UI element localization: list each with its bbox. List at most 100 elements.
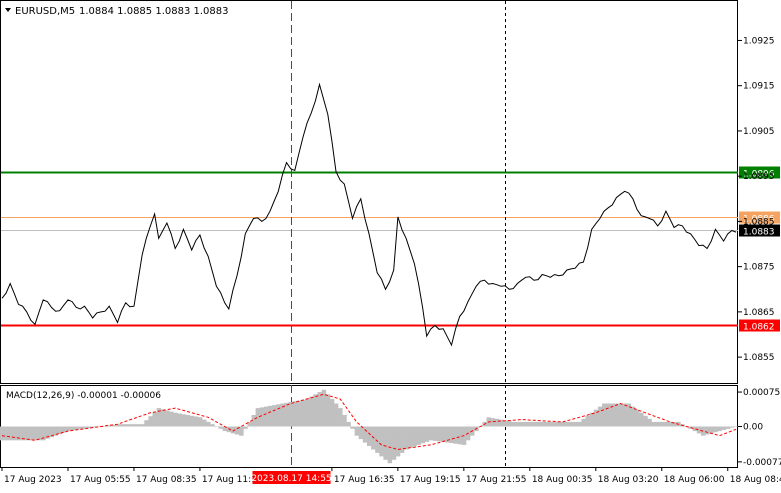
macd-histogram-bar bbox=[597, 406, 603, 427]
macd-histogram-bar bbox=[160, 409, 166, 427]
macd-signal-line bbox=[1, 393, 737, 451]
macd-histogram-bar bbox=[325, 394, 331, 427]
macd-histogram-bar bbox=[445, 426, 450, 443]
macd-histogram-bar bbox=[511, 421, 516, 427]
macd-axis: 0.00075 0.00 -0.00077 bbox=[738, 388, 781, 468]
macd-histogram-bar bbox=[647, 418, 652, 427]
symbol-label: EURUSD,M5 bbox=[15, 6, 75, 17]
macd-histogram-bar bbox=[362, 426, 368, 443]
macd-histogram-bar bbox=[602, 403, 607, 427]
macd-histogram-bar bbox=[350, 426, 355, 429]
macd-histogram-bar bbox=[729, 426, 735, 428]
time-axis-label: 17 Aug 2023 bbox=[4, 475, 62, 485]
level-price-label: 1.0886 bbox=[743, 215, 775, 225]
macd-histogram-bar bbox=[717, 426, 722, 432]
macd-histogram-bar bbox=[606, 403, 611, 427]
time-axis[interactable]: 17 Aug 2023 17 Aug 05:55 17 Aug 08:35 17 Au… bbox=[1, 467, 781, 485]
macd-histogram-bar bbox=[589, 412, 595, 427]
macd-histogram-bar bbox=[354, 426, 360, 436]
macd-histogram-bar bbox=[218, 426, 223, 429]
price-axis-label: 1.0905 bbox=[743, 127, 775, 137]
dropdown-triangle-icon[interactable] bbox=[5, 8, 11, 12]
macd-histogram-bar bbox=[569, 421, 574, 427]
price-axis-label: 1.0865 bbox=[743, 308, 775, 318]
macd-histogram-bar bbox=[321, 389, 327, 427]
macd-histogram-bar bbox=[173, 412, 178, 427]
macd-histogram-bar bbox=[428, 426, 434, 441]
time-axis-label: 17 Aug 08:35 bbox=[136, 475, 197, 485]
macd-histogram-bar bbox=[663, 421, 669, 427]
macd-histogram-bar bbox=[494, 418, 500, 427]
macd-histogram-bar bbox=[202, 419, 207, 427]
macd-histogram-bar bbox=[90, 426, 96, 428]
macd-histogram-bar bbox=[490, 418, 496, 427]
macd-histogram-bar bbox=[301, 399, 306, 427]
time-axis-label: 18 Aug 06:00 bbox=[664, 475, 725, 485]
macd-histogram-bar bbox=[61, 426, 67, 433]
macd-histogram-bar bbox=[210, 424, 215, 427]
macd-histogram-bar bbox=[107, 425, 112, 427]
price-axis[interactable]: 1.0925 1.0915 1.0905 1.0895 1.0885 1.0875 1.08… bbox=[738, 36, 775, 363]
macd-histogram-bar bbox=[140, 424, 145, 427]
macd-histogram-bar bbox=[222, 426, 228, 432]
vertical-lines[interactable] bbox=[291, 1, 506, 467]
macd-histogram-bar bbox=[276, 404, 281, 427]
macd-histogram-bar bbox=[552, 421, 557, 427]
highlighted-time-label: 2023.08.17 14:55 bbox=[251, 474, 331, 484]
macd-histogram-bar bbox=[127, 424, 133, 427]
macd-histogram-bar bbox=[564, 421, 570, 427]
macd-histogram-bar bbox=[70, 426, 75, 431]
time-axis-label: 17 Aug 05:55 bbox=[70, 475, 131, 485]
macd-histogram-bar bbox=[655, 421, 661, 427]
macd-histogram-bar bbox=[263, 406, 269, 427]
macd-histogram-bar bbox=[37, 426, 42, 441]
macd-histogram-bar bbox=[57, 426, 63, 435]
macd-histogram-bar bbox=[206, 421, 211, 427]
macd-axis-label: 0.00 bbox=[743, 423, 763, 433]
macd-histogram-bar bbox=[342, 415, 347, 427]
time-axis-label: 18 Aug 03:20 bbox=[598, 475, 659, 485]
macd-histogram-bar bbox=[45, 426, 50, 439]
price-axis-label: 1.0915 bbox=[743, 82, 775, 92]
macd-histogram-bar bbox=[329, 398, 335, 427]
macd-histogram-bar bbox=[259, 407, 265, 427]
macd-histogram-bar bbox=[164, 410, 170, 427]
macd-histogram-bar bbox=[709, 426, 714, 434]
macd-histogram-bar bbox=[358, 426, 364, 440]
macd-histogram-bar bbox=[416, 426, 421, 445]
level-price-label: 1.0883 bbox=[743, 228, 775, 238]
macd-histogram-bar bbox=[585, 415, 590, 427]
macd-histogram-bar bbox=[53, 426, 58, 436]
macd-histogram-bar bbox=[4, 426, 9, 441]
macd-histogram-bar bbox=[247, 421, 252, 427]
horizontal-levels[interactable]: 1.0896 1.0886 1.0883 1.0862 bbox=[1, 166, 780, 333]
macd-histogram-bar bbox=[581, 418, 586, 427]
macd-histogram-bar bbox=[251, 415, 256, 427]
macd-histogram-bar bbox=[399, 426, 405, 453]
macd-histogram-bar bbox=[424, 426, 430, 442]
macd-histogram-bar bbox=[115, 424, 120, 427]
price-axis-label: 1.0875 bbox=[743, 263, 775, 273]
macd-histogram-bar bbox=[305, 398, 310, 427]
macd-histogram-bar bbox=[536, 421, 541, 427]
macd-histogram-bar bbox=[239, 426, 244, 436]
macd-histogram-bar bbox=[577, 421, 582, 427]
level-price-tag bbox=[739, 166, 780, 179]
macd-histogram-bar bbox=[437, 426, 442, 442]
macd-histogram-bar bbox=[544, 421, 549, 427]
time-axis-label: 17 Aug 19:15 bbox=[400, 475, 461, 485]
macd-histogram-bar bbox=[635, 409, 640, 427]
macd-histogram-bar bbox=[453, 426, 458, 444]
macd-histogram-bar bbox=[692, 426, 698, 432]
macd-histogram-bar bbox=[659, 421, 665, 427]
macd-histogram-bar bbox=[28, 426, 34, 441]
macd-histogram-bar bbox=[408, 426, 413, 448]
macd-histogram-bar bbox=[375, 426, 380, 453]
level-price-tag bbox=[739, 211, 780, 224]
highlighted-time-tag[interactable] bbox=[252, 471, 331, 484]
macd-histogram-bar bbox=[136, 424, 141, 427]
level-price-label: 1.0862 bbox=[743, 323, 775, 333]
macd-histogram-bar bbox=[713, 426, 718, 433]
